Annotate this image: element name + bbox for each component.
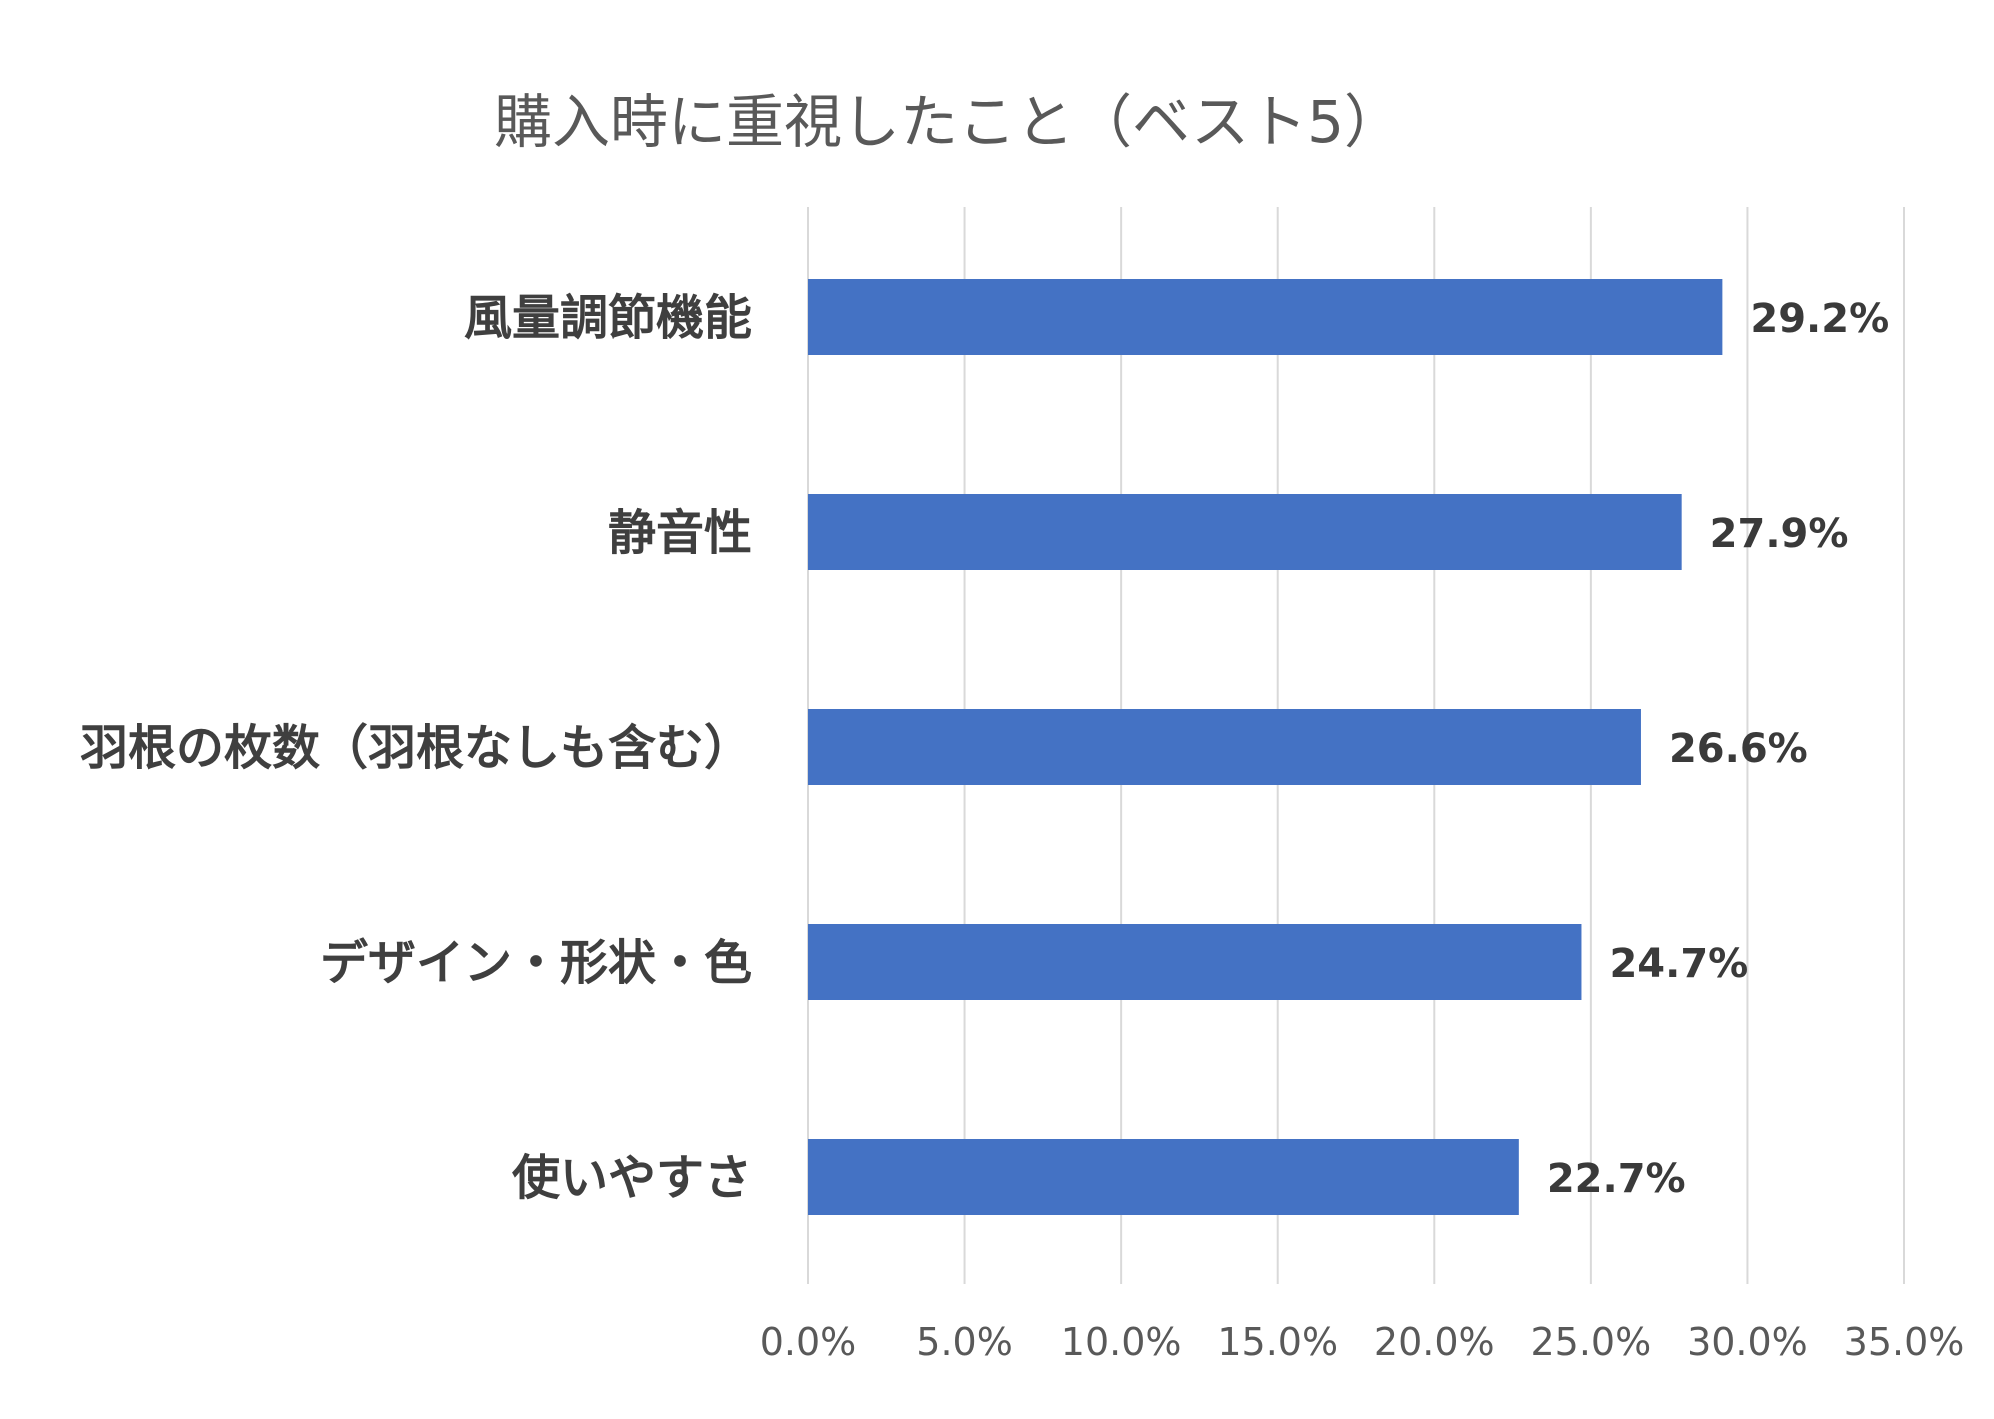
category-label: 静音性: [608, 505, 752, 561]
category-label: デザイン・形状・色: [320, 935, 752, 991]
x-tick-label: 5.0%: [916, 1320, 1013, 1364]
chart-title: 購入時に重視したこと（ベスト5）: [494, 88, 1402, 156]
bar: [808, 494, 1682, 570]
x-tick-label: 10.0%: [1061, 1320, 1182, 1364]
data-label: 22.7%: [1547, 1156, 1686, 1202]
x-tick-label: 35.0%: [1844, 1320, 1965, 1364]
bar: [808, 1139, 1519, 1215]
category-label: 使いやすさ: [512, 1150, 752, 1206]
x-tick-label: 30.0%: [1687, 1320, 1808, 1364]
bar: [808, 709, 1641, 785]
bar: [808, 924, 1582, 1000]
bars: [808, 279, 1723, 1215]
data-label: 27.9%: [1710, 511, 1849, 557]
x-tick-label: 20.0%: [1374, 1320, 1495, 1364]
category-label: 風量調節機能: [464, 290, 752, 346]
x-tick-label: 25.0%: [1530, 1320, 1651, 1364]
x-axis-tick-labels: 0.0% 5.0% 10.0% 15.0% 20.0% 25.0% 30.0% 35.0%: [760, 1320, 1965, 1364]
x-tick-label: 15.0%: [1217, 1320, 1338, 1364]
data-labels: 29.2% 27.9% 26.6% 24.7% 22.7%: [1547, 296, 1889, 1202]
bar: [808, 279, 1723, 355]
data-label: 29.2%: [1750, 296, 1889, 342]
data-label: 26.6%: [1669, 726, 1808, 772]
category-label: 羽根の枚数（羽根なしも含む）: [80, 720, 752, 776]
data-label: 24.7%: [1609, 941, 1748, 987]
x-tick-label: 0.0%: [760, 1320, 857, 1364]
